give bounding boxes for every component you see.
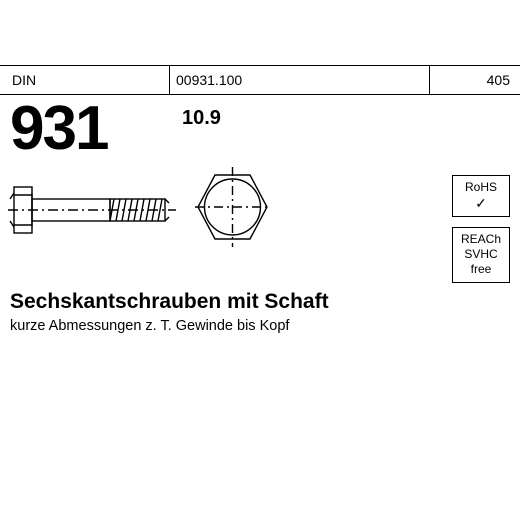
header-standard: DIN: [0, 66, 170, 94]
strength-grade: 10.9: [182, 107, 221, 130]
product-subtitle: kurze Abmessungen z. T. Gewinde bis Kopf: [10, 318, 289, 334]
reach-badge: REACh SVHC free: [452, 227, 510, 283]
header-code: 00931.100: [170, 66, 430, 94]
header-right-code: 405: [430, 66, 520, 94]
bolt-front-view-icon: [195, 165, 270, 250]
rohs-badge: RoHS ✓: [452, 175, 510, 217]
part-number: 931: [10, 93, 107, 164]
header-row: DIN 00931.100 405: [0, 65, 520, 95]
reach-line2: SVHC: [455, 247, 507, 262]
reach-line3: free: [455, 262, 507, 277]
rohs-label: RoHS: [455, 180, 507, 195]
product-title: Sechskantschrauben mit Schaft: [10, 290, 329, 314]
check-icon: ✓: [455, 195, 507, 213]
bolt-side-view-icon: [8, 175, 178, 245]
reach-line1: REACh: [455, 232, 507, 247]
